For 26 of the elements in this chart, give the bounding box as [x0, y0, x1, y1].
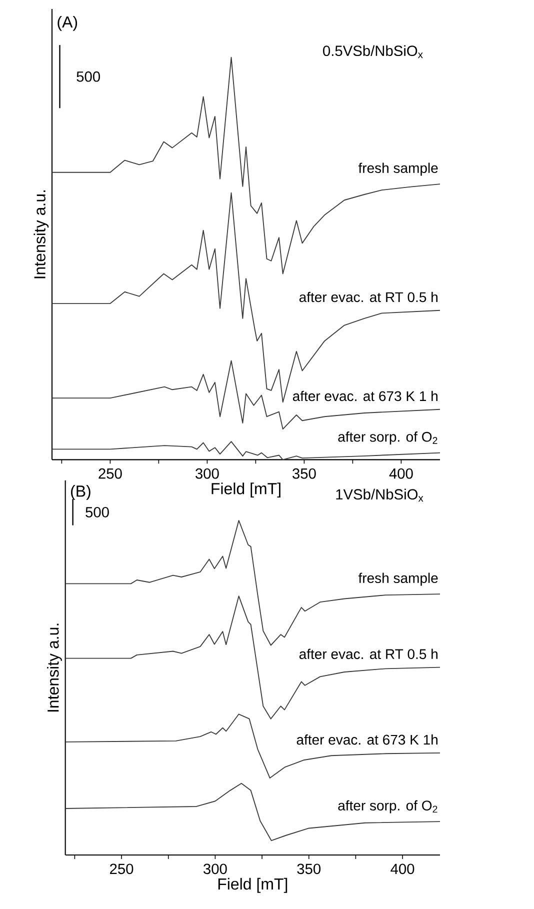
y-axis-title: Intensity a.u. — [47, 624, 62, 712]
text: 500 — [86, 507, 109, 518]
x-tick-label: 250 — [98, 468, 122, 479]
y-axis-title: Intensity a.u. — [34, 190, 49, 278]
series-label: after evac. at 673 K 1h — [296, 734, 438, 745]
chart-subtitle: 1VSb/NbSiO$_{x}$ — [336, 488, 424, 502]
series-label: after evac. at 673 K 1 h — [292, 390, 438, 402]
x-tick-label: 400 — [390, 864, 414, 874]
x-tick-label: 300 — [204, 864, 227, 874]
series-label: fresh sample — [358, 162, 438, 176]
annotation: 500 — [76, 71, 100, 82]
series-label: after sorp. of O$_{2}$ — [338, 800, 438, 814]
series-label: after evac. at RT 0.5 h — [299, 648, 438, 660]
x-axis-title: Field [mT] — [212, 482, 280, 498]
series-label: after sorp. of O$_{2}$ — [338, 432, 438, 445]
series-label: fresh sample — [358, 572, 438, 586]
chart-title: (A) — [58, 16, 78, 31]
chart-subtitle: 0.5VSb/NbSiO$_{x}$ — [323, 45, 423, 58]
x-tick-label: 400 — [389, 468, 413, 479]
chart-title: (B) — [71, 485, 90, 500]
x-tick-label: 300 — [196, 468, 219, 479]
x-tick-label: 250 — [110, 864, 134, 874]
x-axis-title: Field [mT] — [218, 878, 288, 893]
series-label: after evac. at RT 0.5 h — [299, 292, 438, 302]
x-tick-label: 350 — [292, 468, 316, 479]
x-tick-label: 350 — [297, 864, 321, 874]
